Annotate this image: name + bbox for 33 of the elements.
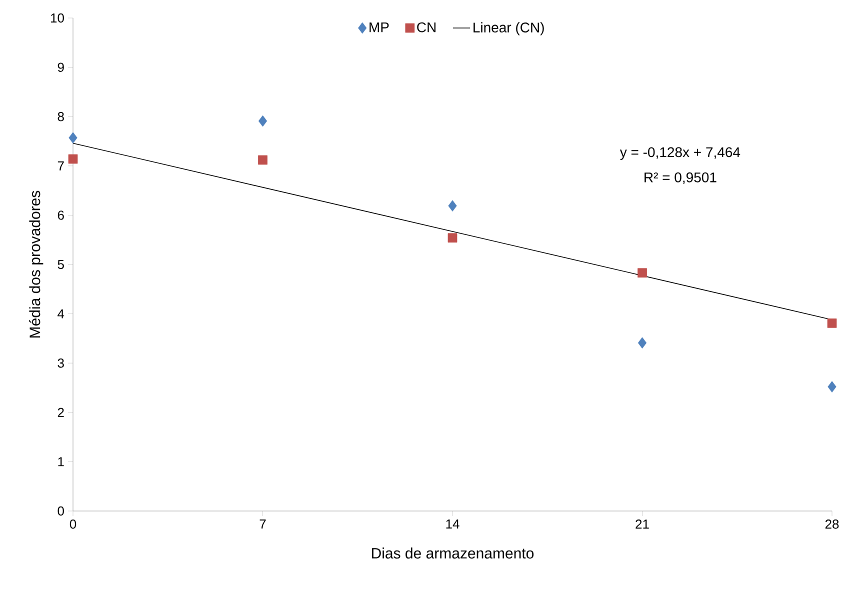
legend-label: Linear (CN) xyxy=(474,22,544,36)
point xyxy=(68,132,78,144)
y-tick-label: 8 xyxy=(58,112,64,122)
y-tick-label: 1 xyxy=(58,457,64,466)
y-tick-label: 3 xyxy=(58,358,64,368)
point xyxy=(448,200,457,212)
point xyxy=(827,318,837,328)
point xyxy=(68,154,78,164)
y-axis-title: Média dos provadores xyxy=(29,190,44,338)
x-axis-title: Dias de armazenamento xyxy=(372,548,534,559)
y-tick-label: 10 xyxy=(51,13,64,23)
y-tick-label: 0 xyxy=(58,506,64,516)
x-tick-label: 14 xyxy=(446,520,460,528)
point xyxy=(638,337,647,349)
y-tick-label: 7 xyxy=(58,161,64,170)
x-tick-label: 0 xyxy=(70,520,76,529)
x-tick-label: 21 xyxy=(636,520,649,529)
y-tick-label: 9 xyxy=(58,62,64,72)
annotation: R² = 0,9501 xyxy=(644,172,716,184)
y-tick-label: 5 xyxy=(58,260,64,270)
y-tick-label: 4 xyxy=(58,309,64,318)
point xyxy=(638,268,647,278)
point xyxy=(828,381,836,392)
y-tick-label: 6 xyxy=(58,210,64,220)
y-tick-label: 2 xyxy=(58,408,64,417)
point xyxy=(258,115,268,127)
annotation: y = -0,128x + 7,464 xyxy=(620,147,740,160)
x-tick-label: 28 xyxy=(825,520,839,529)
legend-label: MP xyxy=(370,22,389,32)
point xyxy=(258,155,268,165)
point xyxy=(448,233,458,243)
legend-label: CN xyxy=(417,22,436,32)
x-tick-label: 7 xyxy=(260,520,266,528)
